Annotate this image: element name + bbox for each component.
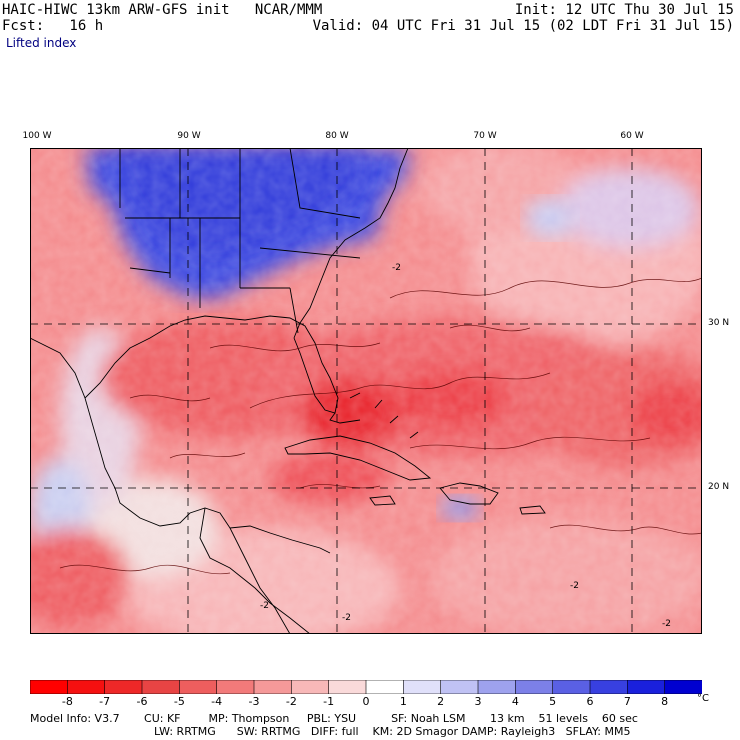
colorbar-swatch bbox=[67, 680, 106, 694]
model-title: HAIC-HIWC 13km ARW-GFS init NCAR/MMM bbox=[2, 2, 323, 18]
colorbar-swatch bbox=[589, 680, 629, 694]
shading-layer bbox=[30, 148, 702, 634]
contour-labels: -2 -2 -2 -2 -2 bbox=[260, 263, 671, 629]
colorbar-level-label: -4 bbox=[211, 695, 223, 708]
colorbar-swatch bbox=[30, 680, 69, 694]
colorbar-level-label: 5 bbox=[549, 695, 557, 708]
colorbar-level-label: -8 bbox=[61, 695, 73, 708]
model-info-line1: Model Info: V3.7 CU: KF MP: Thompson PBL… bbox=[30, 712, 638, 725]
colorbar-swatch bbox=[403, 680, 442, 694]
contour-label: -2 bbox=[570, 581, 579, 591]
colorbar-level-label: -2 bbox=[285, 695, 297, 708]
lon-label-100w: 100 W bbox=[22, 131, 52, 141]
colorbar-swatch bbox=[179, 680, 218, 694]
colorbar-swatch bbox=[216, 680, 255, 694]
colorbar-swatch bbox=[440, 680, 479, 694]
lifted-index-map: -2 -2 -2 -2 -2 bbox=[30, 148, 702, 634]
colorbar-level-label: -6 bbox=[136, 695, 148, 708]
valid-time: Valid: 04 UTC Fri 31 Jul 15 (02 LDT Fri … bbox=[312, 18, 734, 34]
colorbar-swatch bbox=[291, 680, 330, 694]
colorbar-level-label: 0 bbox=[362, 695, 370, 708]
colorbar-swatch bbox=[477, 680, 517, 694]
colorbar-swatch bbox=[664, 680, 702, 694]
colorbar-swatch bbox=[627, 680, 666, 694]
coastline-layer bbox=[30, 148, 546, 634]
colorbar-level-label: 1 bbox=[399, 695, 407, 708]
colorbar-level-label: 4 bbox=[511, 695, 519, 708]
lon-label-60w: 60 W bbox=[620, 131, 644, 141]
field-name: Lifted index bbox=[6, 36, 77, 50]
contour-label: -2 bbox=[260, 601, 269, 611]
colorbar-swatch bbox=[552, 680, 591, 694]
colorbar-swatch bbox=[515, 680, 554, 694]
colorbar-level-label: 8 bbox=[661, 695, 669, 708]
model-info-line2: LW: RRTMG SW: RRTMG DIFF: full KM: 2D Sm… bbox=[154, 725, 631, 738]
colorbar-unit: °C bbox=[697, 693, 709, 704]
init-time: Init: 12 UTC Thu 30 Jul 15 bbox=[514, 2, 734, 18]
contour-label: -2 bbox=[392, 263, 401, 273]
colorbar-level-label: -5 bbox=[173, 695, 185, 708]
contour-layer bbox=[59, 277, 702, 575]
colorbar-level-label: -7 bbox=[99, 695, 111, 708]
colorbar-swatch bbox=[328, 680, 367, 694]
lat-label-20n: 20 N bbox=[708, 482, 730, 492]
colorbar-swatch bbox=[104, 680, 143, 694]
lat-lon-grid bbox=[30, 148, 702, 634]
contour-label: -2 bbox=[342, 613, 351, 623]
colorbar-level-label: 7 bbox=[623, 695, 631, 708]
map-frame bbox=[30, 148, 702, 634]
colorbar-level-label: -1 bbox=[323, 695, 335, 708]
colorbar-swatch bbox=[141, 680, 181, 694]
colorbar-level-label: 2 bbox=[437, 695, 445, 708]
contour-label: -2 bbox=[662, 619, 671, 629]
colorbar-level-label: 6 bbox=[586, 695, 594, 708]
lon-label-90w: 90 W bbox=[177, 131, 201, 141]
colorbar-level-label: -3 bbox=[248, 695, 260, 708]
lat-label-30n: 30 N bbox=[708, 318, 730, 328]
lon-label-80w: 80 W bbox=[325, 131, 349, 141]
colorbar-level-label: 3 bbox=[474, 695, 482, 708]
forecast-hour: Fcst: 16 h bbox=[2, 18, 104, 34]
colorbar-swatch bbox=[253, 680, 293, 694]
lon-label-70w: 70 W bbox=[473, 131, 497, 141]
colorbar-swatch bbox=[365, 680, 405, 694]
colorbar bbox=[30, 680, 702, 694]
